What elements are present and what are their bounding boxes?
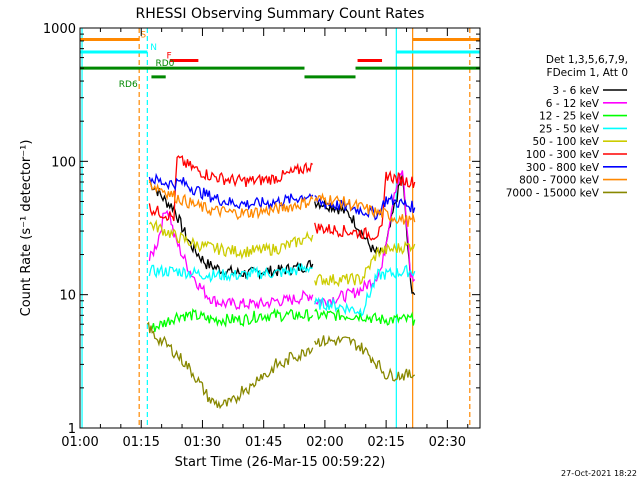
flag-label-n: N <box>150 43 157 53</box>
series-line-3-0 <box>148 262 314 284</box>
y-tick-label: 10 <box>59 289 76 304</box>
x-tick-label: 01:00 <box>61 435 98 450</box>
y-axis-label: Count Rate (s⁻¹ detector⁻¹) <box>19 140 34 317</box>
series-line-7-0 <box>148 179 314 221</box>
x-axis-label: Start Time (26-Mar-15 00:59:22) <box>175 455 386 470</box>
series-line-2-1 <box>314 307 416 326</box>
legend-header-line: FDecim 1, Att 0 <box>547 67 628 79</box>
x-tick-label: 02:15 <box>367 435 404 450</box>
x-tick-label: 01:15 <box>122 435 159 450</box>
x-tick-label: 01:30 <box>184 435 221 450</box>
y-tick-label: 1000 <box>43 22 76 37</box>
series-line-6-1 <box>314 193 416 221</box>
legend-label: 6 - 12 keV <box>546 98 600 110</box>
series-layer <box>146 155 416 410</box>
series-line-1-1 <box>314 170 416 308</box>
series-line-4-0 <box>148 219 314 260</box>
x-axis: 01:00 01:15 01:30 01:45 02:00 02:15 02:30 <box>61 28 469 450</box>
series-line-7-1 <box>314 192 416 227</box>
flag-label-s: S <box>140 30 146 40</box>
legend: Det 1,3,5,6,7,9,FDecim 1, Att 0 3 - 6 keV… <box>506 54 628 199</box>
series-line-5-0 <box>148 155 313 222</box>
chart-title: RHESSI Observing Summary Count Rates <box>136 6 425 22</box>
legend-label: 100 - 300 keV <box>526 149 600 161</box>
flag-label-f: F <box>167 52 172 62</box>
flag-label-rd0: RD0 <box>156 59 175 69</box>
x-tick-label: 02:00 <box>306 435 343 450</box>
series-line-0-0 <box>149 181 314 280</box>
plot-frame <box>79 27 481 429</box>
y-tick-label: 1 <box>68 422 76 437</box>
series-line-1-0 <box>148 209 314 311</box>
series-line-8-1 <box>314 335 416 382</box>
series-line-2-0 <box>148 307 314 332</box>
legend-label: 12 - 25 keV <box>539 111 600 123</box>
legend-label: 50 - 100 keV <box>532 136 599 148</box>
legend-label: 300 - 800 keV <box>526 162 600 174</box>
y-axis: 1 10 100 1000 <box>43 22 480 437</box>
legend-header-line: Det 1,3,5,6,7,9, <box>546 54 628 66</box>
flag-label-rd6: RD6 <box>119 80 138 90</box>
footer-timestamp: 27-Oct-2021 18:22 <box>561 469 637 478</box>
grid-layer <box>81 28 471 428</box>
series-line-4-1 <box>314 240 416 288</box>
series-line-3-1 <box>314 264 416 318</box>
legend-label: 3 - 6 keV <box>552 85 599 97</box>
legend-label: 25 - 50 keV <box>539 123 600 135</box>
x-tick-label: 01:45 <box>245 435 282 450</box>
legend-label: 7000 - 15000 keV <box>506 187 600 199</box>
series-line-8-0 <box>146 321 314 410</box>
x-tick-label: 02:30 <box>429 435 466 450</box>
series-line-5-1 <box>314 169 416 241</box>
series-line-6-0 <box>148 172 314 211</box>
y-tick-label: 100 <box>51 155 76 170</box>
legend-label: 800 - 7000 keV <box>519 175 600 187</box>
